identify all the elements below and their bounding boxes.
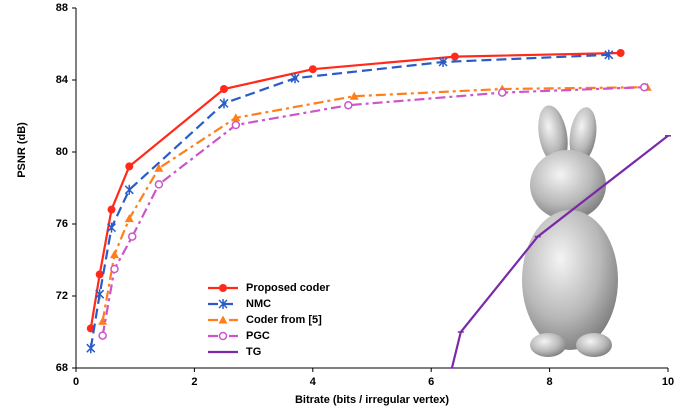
series-line — [89, 53, 609, 349]
bunny-image — [522, 105, 618, 357]
marker — [604, 49, 614, 60]
marker-dot — [450, 52, 459, 61]
legend-item: NMC — [208, 298, 271, 310]
legend-item: PGC — [208, 330, 270, 342]
series-line — [89, 51, 621, 329]
marker — [231, 120, 241, 130]
marker — [154, 180, 164, 189]
x-tick-label: 0 — [73, 376, 79, 388]
y-tick-label: 80 — [56, 146, 68, 158]
y-tick-label: 84 — [56, 74, 69, 86]
marker — [86, 343, 96, 354]
marker-dot — [98, 331, 107, 340]
marker-dot — [95, 289, 105, 300]
marker — [154, 163, 164, 172]
marker — [497, 88, 507, 97]
legend-marker — [218, 299, 228, 309]
y-tick-label: 88 — [56, 2, 68, 14]
marker-dot — [125, 162, 134, 171]
y-tick-label: 76 — [56, 218, 68, 230]
marker-dot — [219, 284, 227, 292]
y-tick-label: 72 — [56, 290, 68, 302]
y-tick-label: 68 — [56, 362, 68, 374]
marker — [616, 49, 625, 57]
marker-dot — [231, 113, 241, 122]
marker — [110, 264, 119, 274]
marker — [231, 113, 241, 122]
marker — [125, 162, 134, 171]
legend-item: TG — [208, 346, 261, 358]
marker-dot — [438, 57, 448, 67]
legend-label: PGC — [246, 330, 270, 342]
marker — [349, 91, 359, 100]
marker — [344, 100, 353, 110]
marker-dot — [218, 331, 228, 341]
series-line — [450, 134, 669, 369]
marker-dot — [127, 232, 137, 241]
marker — [450, 52, 459, 61]
marker-dot — [154, 163, 164, 172]
marker-dot — [106, 222, 117, 233]
x-tick-label: 2 — [191, 376, 197, 388]
legend-marker — [219, 284, 227, 292]
marker-dot — [109, 250, 119, 259]
x-tick-label: 4 — [310, 376, 317, 388]
marker-dot — [98, 316, 108, 325]
legend-label: TG — [246, 346, 261, 358]
x-tick-label: 6 — [428, 376, 434, 388]
marker-dot — [95, 270, 104, 279]
marker — [106, 222, 117, 233]
legend-marker — [218, 315, 228, 324]
legend-label: NMC — [246, 298, 271, 310]
marker-dot — [124, 214, 134, 223]
marker — [98, 331, 107, 340]
marker — [438, 57, 448, 67]
legend-marker — [218, 331, 228, 341]
legend-label: Proposed coder — [246, 282, 330, 294]
marker-dot — [308, 65, 317, 74]
marker — [109, 250, 119, 259]
marker — [95, 289, 105, 300]
marker — [124, 214, 134, 223]
marker-dot — [218, 315, 228, 324]
marker — [220, 85, 228, 93]
marker — [107, 205, 116, 214]
x-tick-label: 10 — [662, 376, 674, 388]
series-line — [101, 86, 645, 336]
marker-dot — [124, 184, 134, 195]
marker-dot — [219, 98, 229, 109]
marker — [290, 73, 300, 84]
marker — [124, 184, 134, 195]
marker — [127, 232, 137, 241]
marker-dot — [107, 205, 116, 214]
marker-dot — [218, 299, 228, 309]
marker — [98, 316, 108, 325]
marker — [95, 270, 104, 279]
marker-dot — [290, 73, 300, 84]
marker — [640, 82, 649, 92]
marker-dot — [349, 91, 359, 100]
marker-dot — [604, 49, 614, 60]
x-tick-label: 8 — [547, 376, 553, 388]
y-axis-label: PSNR (dB) — [16, 122, 28, 178]
marker-dot — [86, 343, 96, 354]
marker-dot — [231, 120, 241, 130]
marker-dot — [497, 88, 507, 97]
marker-dot — [154, 180, 164, 189]
marker-dot — [344, 100, 353, 110]
x-axis-label: Bitrate (bits / irregular vertex) — [295, 394, 449, 406]
marker-dot — [616, 49, 625, 57]
marker-dot — [640, 82, 649, 92]
legend-label: Coder from [5] — [246, 314, 322, 326]
marker — [219, 98, 229, 109]
marker — [308, 65, 317, 74]
marker-dot — [220, 85, 228, 93]
series-line — [101, 86, 648, 322]
marker-dot — [110, 264, 119, 274]
